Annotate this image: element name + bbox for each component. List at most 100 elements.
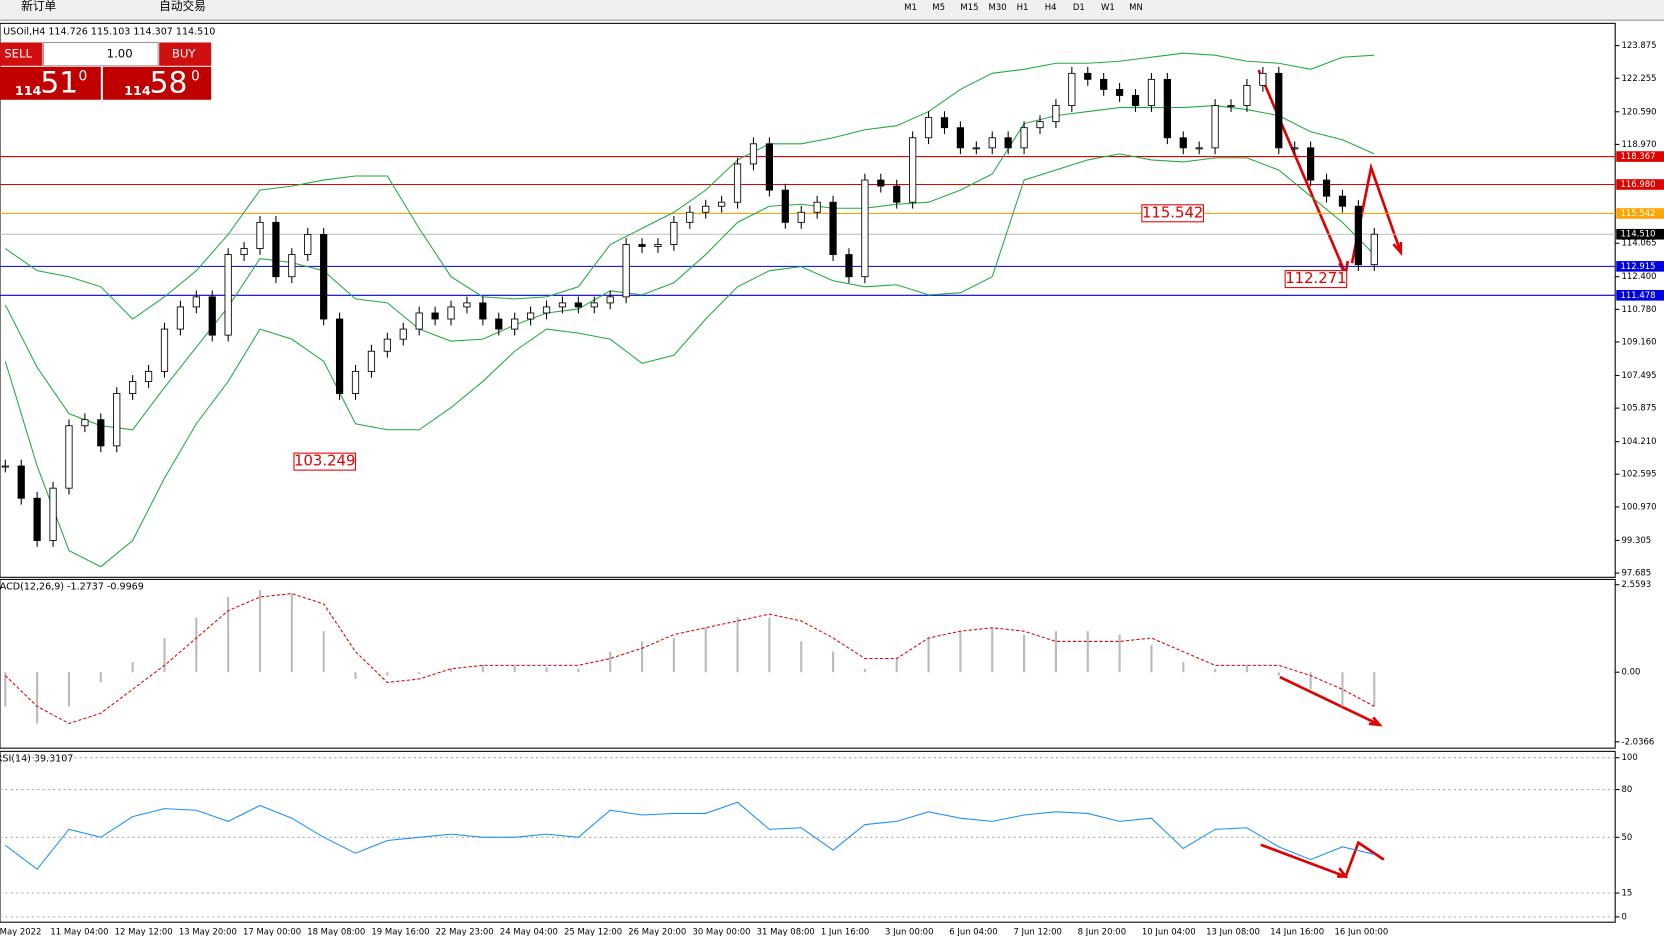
candle <box>383 338 391 352</box>
candle <box>144 370 153 382</box>
candle <box>765 143 773 191</box>
macd-bar <box>67 672 71 707</box>
macd-bar <box>1214 668 1217 673</box>
new-order[interactable]: 新订单 <box>21 0 56 13</box>
y-tick-label: 100.970 <box>1622 501 1657 511</box>
candle <box>781 189 789 223</box>
candle <box>1291 147 1299 150</box>
macd-bar <box>1245 665 1248 673</box>
candle <box>527 312 535 320</box>
candle <box>718 201 726 207</box>
x-tick-label: 13 Jun 08:00 <box>1206 926 1260 936</box>
annotation: 112.271 <box>1285 269 1346 287</box>
candle <box>670 221 678 245</box>
candle <box>558 302 567 308</box>
candle <box>797 211 805 223</box>
timeframe[interactable]: H4 <box>1045 2 1057 12</box>
macd-bar <box>1086 631 1089 673</box>
macd-bar <box>99 672 102 683</box>
y-tick-label: 104.210 <box>1622 436 1657 446</box>
timeframe[interactable]: M30 <box>989 2 1007 12</box>
candle <box>97 419 105 447</box>
x-tick-label: 19 May 16:00 <box>371 926 429 936</box>
level-label: 111.478 <box>1620 290 1655 300</box>
candle <box>511 318 519 330</box>
macd-header: MACD(12,26,9) -1.2737 -0.9969 <box>0 581 144 592</box>
macd-bar <box>322 631 325 673</box>
y-tick-label: 118.970 <box>1622 139 1657 149</box>
y-tick-label: 97.685 <box>1622 568 1652 578</box>
x-tick-label: 6 Jun 04:00 <box>949 926 997 936</box>
sell-price-mid: 51 <box>40 65 78 100</box>
timeframe[interactable]: W1 <box>1101 2 1115 12</box>
macd-bar <box>640 641 644 673</box>
y-tick-label: 99.305 <box>1622 535 1652 545</box>
macd-bar <box>895 658 898 673</box>
candle <box>113 393 121 447</box>
candle <box>1163 78 1171 139</box>
candle <box>622 244 630 298</box>
candle <box>399 328 407 340</box>
candle <box>1243 84 1251 106</box>
candle <box>733 163 742 203</box>
bollinger-band <box>5 52 1375 320</box>
macd-bar <box>449 668 453 673</box>
level-tag <box>1616 289 1664 301</box>
level-label: 118.367 <box>1620 151 1655 161</box>
x-tick-label: 1 Jun 16:00 <box>821 926 869 936</box>
sell-price-sup: 0 <box>79 68 88 84</box>
candle <box>272 221 280 278</box>
x-tick-label: 11 May 04:00 <box>50 926 108 936</box>
timeframe[interactable]: M1 <box>904 2 917 12</box>
macd-bar <box>354 672 357 680</box>
buy-button[interactable] <box>159 42 212 66</box>
lots-input[interactable] <box>42 41 159 67</box>
y-tick-label: 80 <box>1622 784 1633 794</box>
candle <box>304 234 312 255</box>
macd-bar <box>832 651 835 673</box>
lots: 1.00 <box>107 47 133 61</box>
candle <box>924 117 933 139</box>
x-tick-label: 30 May 00:00 <box>692 926 750 936</box>
annotation-box <box>293 452 357 471</box>
level-tag <box>1616 228 1664 240</box>
candle <box>829 201 837 255</box>
candle <box>479 302 487 320</box>
candle <box>1068 72 1076 106</box>
candle <box>288 254 296 278</box>
candle <box>415 312 423 330</box>
timeframe[interactable]: M15 <box>960 2 978 12</box>
candle <box>1195 147 1203 150</box>
timeframe[interactable]: D1 <box>1073 2 1085 12</box>
sell-price-box[interactable] <box>0 66 101 100</box>
macd-bar <box>704 627 707 673</box>
candle <box>574 302 582 308</box>
candle <box>1084 72 1092 80</box>
rsi-line <box>4 801 1375 870</box>
timeframe[interactable]: MN <box>1129 2 1143 12</box>
candle <box>1115 89 1124 96</box>
sell-button[interactable] <box>0 42 43 66</box>
timeframe[interactable]: M5 <box>932 2 945 12</box>
timeframe[interactable]: H1 <box>1017 2 1029 12</box>
macd-bar <box>481 665 484 673</box>
buy-price-mid: 58 <box>150 65 188 100</box>
candle <box>320 234 328 320</box>
x-tick-label: 24 May 04:00 <box>500 926 558 936</box>
candle <box>447 306 455 320</box>
level-label: 114.510 <box>1620 229 1655 239</box>
macd-bar <box>800 641 803 673</box>
x-tick-label: 10 May 2022 <box>0 926 41 936</box>
auto-trading[interactable]: 自动交易 <box>159 0 206 13</box>
macd-bar <box>195 617 198 673</box>
arrow <box>1279 675 1383 727</box>
y-tick-label: 100 <box>1622 752 1638 762</box>
candle <box>1259 72 1267 86</box>
level-tag <box>1616 261 1664 272</box>
candle <box>1036 121 1044 129</box>
candle <box>590 302 598 308</box>
y-tick-label: 50 <box>1622 832 1633 842</box>
macd-bar <box>227 597 230 673</box>
candle <box>224 254 232 336</box>
buy-price-box[interactable] <box>102 66 212 100</box>
